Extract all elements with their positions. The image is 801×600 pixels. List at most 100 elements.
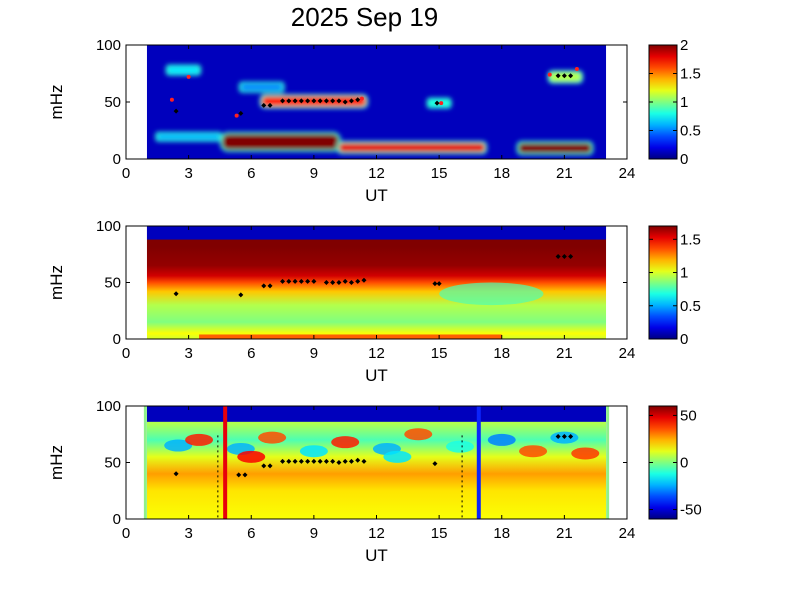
peak-marker <box>561 434 567 440</box>
heatmap-blob <box>222 133 339 150</box>
peak-marker <box>311 278 317 284</box>
peak-marker <box>342 458 348 464</box>
colorbar-tick-label: 1.5 <box>680 66 701 83</box>
x-tick-label: 21 <box>556 165 573 182</box>
peak-marker <box>568 73 574 79</box>
y-tick-label: 100 <box>96 37 121 54</box>
heatmap-coherence <box>146 226 607 339</box>
peak-marker <box>330 98 336 104</box>
peak-marker <box>305 458 311 464</box>
peak-marker <box>336 280 342 285</box>
peak-marker <box>298 458 304 464</box>
x-axis-label: UT <box>365 366 388 385</box>
colorbar-tick-label: 0 <box>680 151 688 168</box>
panel-phase: 0 3 6 9 12 15 18 21 24 0 50 100 UT mHz 50 0 -50 <box>47 398 702 565</box>
peak-marker <box>286 458 292 464</box>
y-tick-label: 100 <box>96 218 121 235</box>
x-tick-label: 0 <box>122 165 130 182</box>
heatmap-patch <box>258 431 287 444</box>
x-tick-label: 9 <box>310 525 318 542</box>
colorbar-tick-label: 50 <box>680 407 697 424</box>
x-axis-label: UT <box>365 546 388 565</box>
heatmap-edge-right <box>606 406 610 519</box>
x-tick-label: 12 <box>368 165 385 182</box>
peak-marker <box>267 463 273 469</box>
x-tick-label: 24 <box>619 525 636 542</box>
heatmap-blob <box>518 143 592 154</box>
peak-marker <box>323 98 329 104</box>
peak-marker <box>336 98 342 104</box>
peak-marker <box>355 278 361 284</box>
y-tick-label: 0 <box>113 331 121 348</box>
peak-marker <box>238 110 244 116</box>
colorbar-tick-label: 0.5 <box>680 298 701 315</box>
peak-marker <box>292 98 298 104</box>
peak-marker <box>355 457 361 463</box>
x-tick-label: 6 <box>247 165 255 182</box>
y-axis-label: mHz <box>47 85 66 120</box>
peak-marker <box>305 278 311 284</box>
heatmap-blob <box>167 66 200 74</box>
peak-marker <box>342 278 348 284</box>
x-tick-label: 9 <box>310 165 318 182</box>
peak-marker <box>280 458 286 464</box>
peak-marker <box>286 278 292 284</box>
colorbar-tick-label: 0.5 <box>680 123 701 140</box>
y-tick-label: 100 <box>96 398 121 415</box>
heatmap-background <box>146 226 607 339</box>
peak-marker <box>330 458 336 464</box>
x-tick-label: 0 <box>122 345 130 362</box>
y-tick-label: 0 <box>113 511 121 528</box>
heatmap-patch <box>519 445 548 458</box>
x-tick-label: 12 <box>368 525 385 542</box>
x-tick-label: 12 <box>368 345 385 362</box>
peak-marker <box>317 458 323 464</box>
peak-marker <box>330 280 336 285</box>
peak-marker <box>432 461 438 467</box>
heatmap-patch <box>383 450 412 463</box>
colorbar <box>648 225 678 340</box>
peak-marker <box>298 98 304 104</box>
red-marker <box>234 113 239 118</box>
heatmap-blob <box>338 143 486 153</box>
peak-marker <box>173 471 179 477</box>
y-tick-label: 50 <box>104 455 121 472</box>
peak-marker <box>292 278 298 284</box>
heatmap-patch <box>404 428 433 441</box>
heatmap-edge-left <box>143 406 147 519</box>
peak-marker <box>432 281 438 287</box>
heatmap-low-band <box>199 334 502 339</box>
peak-marker <box>280 98 286 104</box>
colorbar-tick-label: 0 <box>680 331 688 348</box>
x-tick-label: 24 <box>619 165 636 182</box>
colorbar <box>648 44 678 160</box>
peak-marker <box>298 278 304 284</box>
heatmap-power <box>146 45 607 159</box>
peak-marker <box>561 254 567 260</box>
x-tick-label: 3 <box>184 165 192 182</box>
peak-marker <box>555 434 561 440</box>
peak-marker <box>242 472 248 478</box>
heatmap-patch <box>185 433 214 446</box>
peak-marker <box>261 102 267 108</box>
heatmap-phase <box>146 406 607 519</box>
red-marker <box>439 101 444 106</box>
panel-coherence: 0 3 6 9 12 15 18 21 24 0 50 100 UT mHz 0 0.5 1 1.5 <box>47 218 701 385</box>
y-axis-label: mHz <box>47 445 66 480</box>
peak-marker <box>355 97 361 103</box>
peak-marker <box>267 283 273 289</box>
peak-marker <box>261 463 267 469</box>
peak-marker <box>561 73 567 79</box>
peak-marker <box>317 98 323 104</box>
colorbar-tick-label: 0 <box>680 455 688 472</box>
x-tick-label: 21 <box>556 345 573 362</box>
x-tick-label: 9 <box>310 345 318 362</box>
y-tick-label: 0 <box>113 151 121 168</box>
x-tick-label: 24 <box>619 345 636 362</box>
colorbar-tick-label: -50 <box>680 502 702 519</box>
peak-marker <box>261 283 267 289</box>
peak-marker <box>267 102 273 108</box>
x-tick-label: 18 <box>493 345 510 362</box>
heatmap-patch <box>487 433 516 446</box>
